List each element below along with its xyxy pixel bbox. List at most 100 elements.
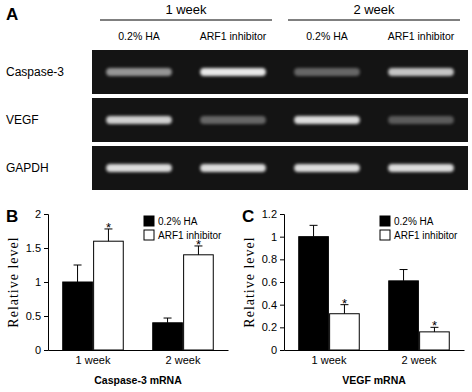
gel-band [106,164,172,172]
x-tick-label: 2 week [166,354,201,366]
y-tick: 1 [35,276,48,288]
x-axis-title: VEGF mRNA [342,374,406,386]
legend-swatch [144,216,154,226]
y-tick-mark [280,282,284,283]
error-bar [77,265,78,282]
lane-label: ARF1 inhibitor [200,30,267,42]
x-tick-label: 1 week [76,354,111,366]
bar [389,281,419,350]
y-tick-label: 1 [35,276,41,288]
y-tick-mark [280,214,284,215]
bar [420,332,450,350]
error-cap [310,225,318,226]
gel-band [106,116,172,124]
y-tick-mark [280,237,284,238]
y-tick-mark [44,248,48,249]
plot-area [299,225,450,350]
gel-band [106,68,172,76]
x-axis-line [49,350,229,351]
x-tick: 2 week [402,354,437,366]
gel-band [200,68,266,76]
legend-swatch [144,230,154,240]
y-tick-label: 0.5 [26,310,41,322]
gel-band [388,116,454,124]
y-tick-label: 0 [271,344,277,356]
plot-area [63,229,214,350]
lane-label: ARF1 inhibitor [388,30,455,42]
y-tick-label: 0.8 [262,253,277,265]
annotation: * [342,296,347,311]
group-line [100,20,272,21]
row-label: Caspase-3 [6,65,64,79]
legend-swatch [380,230,390,240]
gel-strip [92,146,468,190]
y-tick-mark [280,259,284,260]
legend-label: 0.2% HA [394,216,434,227]
y-tick-mark [280,350,284,351]
y-tick: 0.2 [262,321,284,333]
x-tick: 1 week [76,354,111,366]
row-label: VEGF [6,113,39,127]
y-tick: 0 [35,344,48,356]
bar [63,282,93,350]
lane-label: 0.2% HA [306,30,347,42]
y-tick-mark [44,316,48,317]
y-tick: 0 [271,344,284,356]
bar [153,323,183,350]
y-tick-label: 2 [35,208,41,220]
gel-band [294,116,360,124]
legend-swatch [380,216,390,226]
y-tick-mark [280,327,284,328]
y-tick: 1.2 [262,208,284,220]
x-axis-title: Caspase-3 mRNA [94,374,182,386]
x-tick: 2 week [166,354,201,366]
x-axis: 1 week 2 week [49,351,229,366]
x-tick-label: 2 week [402,354,437,366]
y-axis-line [44,215,49,351]
y-axis-title: Relative level [6,236,21,327]
gel-band [388,68,454,76]
gel-strip [92,50,468,94]
y-tick-label: 1.2 [262,208,277,220]
y-tick: 0.8 [262,253,284,265]
bar [330,314,360,350]
panel-label: B [6,207,18,226]
y-axis-line [280,215,285,351]
error-cap [164,318,172,319]
gel-band [200,164,266,172]
bar [94,241,124,350]
error-bar [167,318,168,323]
y-tick-mark [44,214,48,215]
y-tick-label: 0.6 [262,276,277,288]
y-tick: 0.6 [262,276,284,288]
y-axis: 00.20.40.60.811.2 [262,208,285,356]
group-line [288,20,460,21]
legend-label: ARF1 inhibitor [394,230,458,241]
group-label: 1 week [165,2,207,17]
y-tick: 2 [35,208,48,220]
error-cap [74,265,82,266]
panel-label: A [6,5,18,24]
panel-label: C [242,207,254,226]
y-tick: 1.5 [26,242,48,254]
annotation: * [432,318,437,333]
legend-label: ARF1 inhibitor [158,230,222,241]
legend: 0.2% HA ARF1 inhibitor [380,216,458,241]
gel-band [200,116,266,124]
bar [184,255,214,350]
gel-strip [92,98,468,142]
y-axis-title: Relative level [242,236,257,327]
x-axis: 1 week 2 week [285,351,465,366]
y-tick-label: 0 [35,344,41,356]
error-cap [400,269,408,270]
gel-band [294,68,360,76]
x-tick-label: 1 week [312,354,347,366]
y-tick-label: 1 [271,231,277,243]
error-bar [403,270,404,281]
gel-band [388,164,454,172]
y-tick-mark [44,350,48,351]
annotation: * [106,220,111,235]
row-label: GAPDH [6,161,49,175]
legend: 0.2% HAARF1 inhibitor [144,216,222,241]
figure: A 1 week 2 week 0.2% HA ARF1 inhibitor 0.2% H… [0,0,472,392]
